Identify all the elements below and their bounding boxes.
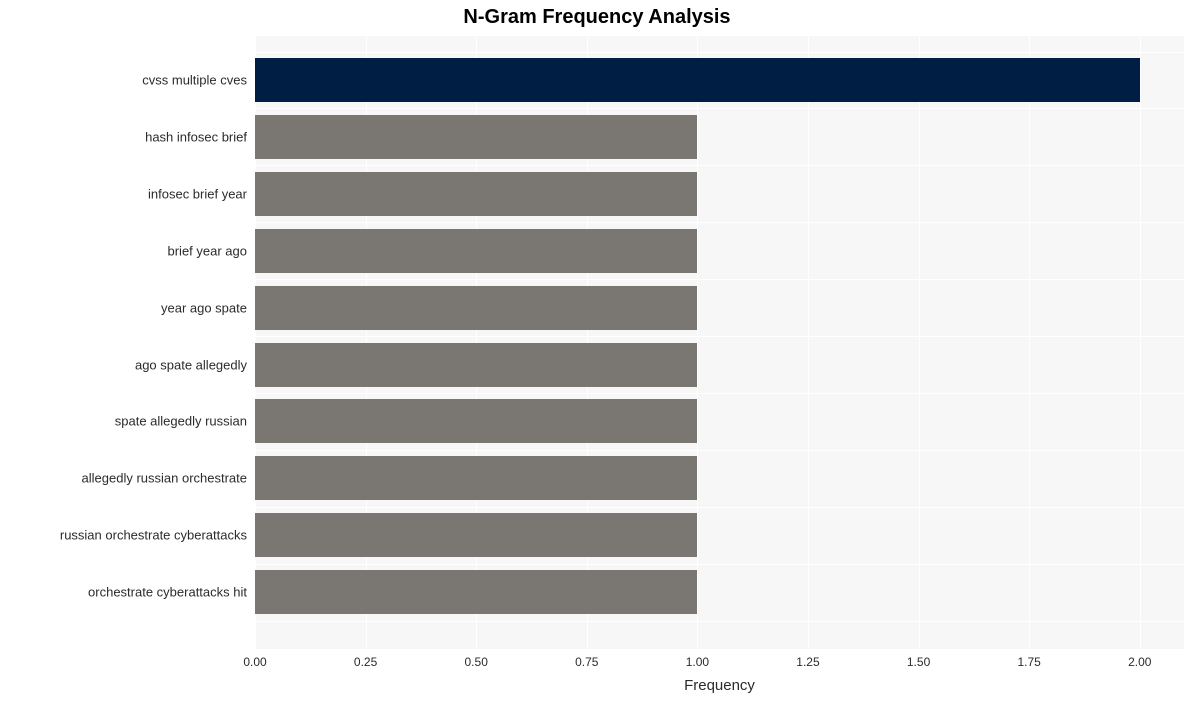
x-tick-label: 0.75: [575, 655, 598, 669]
x-tick-label: 1.25: [796, 655, 819, 669]
x-grid-line: [919, 36, 920, 649]
bar: [255, 570, 697, 614]
x-tick-label: 0.25: [354, 655, 377, 669]
y-tick-label: russian orchestrate cyberattacks: [60, 528, 255, 543]
y-tick-label: hash infosec brief: [145, 129, 255, 144]
row-separator: [255, 507, 1184, 508]
row-separator: [255, 393, 1184, 394]
row-separator: [255, 336, 1184, 337]
bar: [255, 172, 697, 216]
x-axis-label: Frequency: [255, 677, 1184, 694]
y-tick-label: ago spate allegedly: [135, 357, 255, 372]
x-grid-line: [697, 36, 698, 649]
y-tick-label: infosec brief year: [148, 186, 255, 201]
row-separator: [255, 450, 1184, 451]
y-tick-label: spate allegedly russian: [115, 414, 255, 429]
row-separator: [255, 165, 1184, 166]
y-tick-label: allegedly russian orchestrate: [82, 471, 255, 486]
bar: [255, 513, 697, 557]
x-grid-line: [1140, 36, 1141, 649]
ngram-frequency-chart: N-Gram Frequency Analysis 0.000.250.500.…: [0, 0, 1194, 701]
row-separator: [255, 564, 1184, 565]
bar: [255, 343, 697, 387]
x-grid-line: [1029, 36, 1030, 649]
bar: [255, 229, 697, 273]
plot-area: 0.000.250.500.751.001.251.501.752.00cvss…: [255, 36, 1184, 649]
bar: [255, 456, 697, 500]
x-tick-label: 1.00: [686, 655, 709, 669]
x-tick-label: 2.00: [1128, 655, 1151, 669]
y-tick-label: orchestrate cyberattacks hit: [88, 585, 255, 600]
bar: [255, 115, 697, 159]
x-tick-label: 1.75: [1017, 655, 1040, 669]
x-tick-label: 1.50: [907, 655, 930, 669]
row-separator: [255, 279, 1184, 280]
row-separator: [255, 621, 1184, 622]
y-tick-label: year ago spate: [161, 300, 255, 315]
x-tick-label: 0.00: [243, 655, 266, 669]
chart-title: N-Gram Frequency Analysis: [0, 6, 1194, 29]
bar: [255, 399, 697, 443]
bar: [255, 286, 697, 330]
y-tick-label: brief year ago: [168, 243, 256, 258]
row-separator: [255, 52, 1184, 53]
y-tick-label: cvss multiple cves: [142, 73, 255, 88]
row-separator: [255, 108, 1184, 109]
row-separator: [255, 222, 1184, 223]
x-grid-line: [808, 36, 809, 649]
x-tick-label: 0.50: [465, 655, 488, 669]
bar: [255, 58, 1140, 102]
